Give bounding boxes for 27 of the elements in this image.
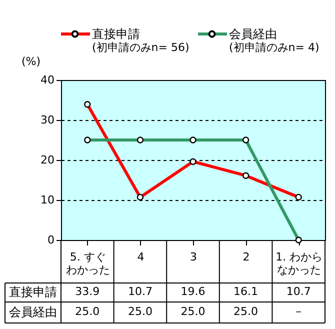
text: 会員経由 [9, 305, 57, 319]
data-label: － [293, 305, 304, 318]
data-label: 25.0 [128, 305, 152, 318]
data-label: 19.6 [180, 285, 206, 298]
y-tick-label: 30 [40, 114, 54, 126]
text: 直接申請 [9, 285, 57, 299]
data-label: 16.1 [234, 285, 258, 298]
y-tick-label: 10 [40, 194, 54, 206]
data-label: 10.7 [286, 285, 311, 298]
x-tick-label: 2 [242, 250, 250, 264]
y-tick-label: 0 [48, 234, 54, 246]
text: (初申請のみn= 56) [92, 41, 190, 54]
y-axis-title: (%) [21, 55, 41, 68]
x-tick-label: 1. わからなかった [276, 250, 323, 276]
data-label: 33.9 [75, 285, 100, 298]
text: (初申請のみn= 4) [229, 41, 320, 54]
legend-label: 直接申請 [92, 27, 140, 41]
y-tick-label: 40 [40, 74, 54, 86]
y-tick-label: 20 [40, 154, 54, 166]
data-label: 10.7 [128, 285, 152, 298]
data-label: 25.0 [234, 305, 258, 318]
x-tick-label: 3 [190, 250, 197, 264]
x-tick-label: 4 [137, 250, 144, 264]
legend-label: 会員経由 [229, 27, 277, 41]
data-label: 25.0 [75, 305, 100, 318]
x-tick-label: 5. すぐわかった [66, 250, 110, 276]
data-label: 25.0 [180, 305, 206, 318]
